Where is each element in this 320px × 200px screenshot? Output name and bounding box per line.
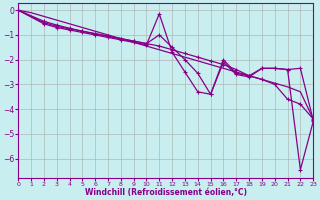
X-axis label: Windchill (Refroidissement éolien,°C): Windchill (Refroidissement éolien,°C) xyxy=(85,188,247,197)
